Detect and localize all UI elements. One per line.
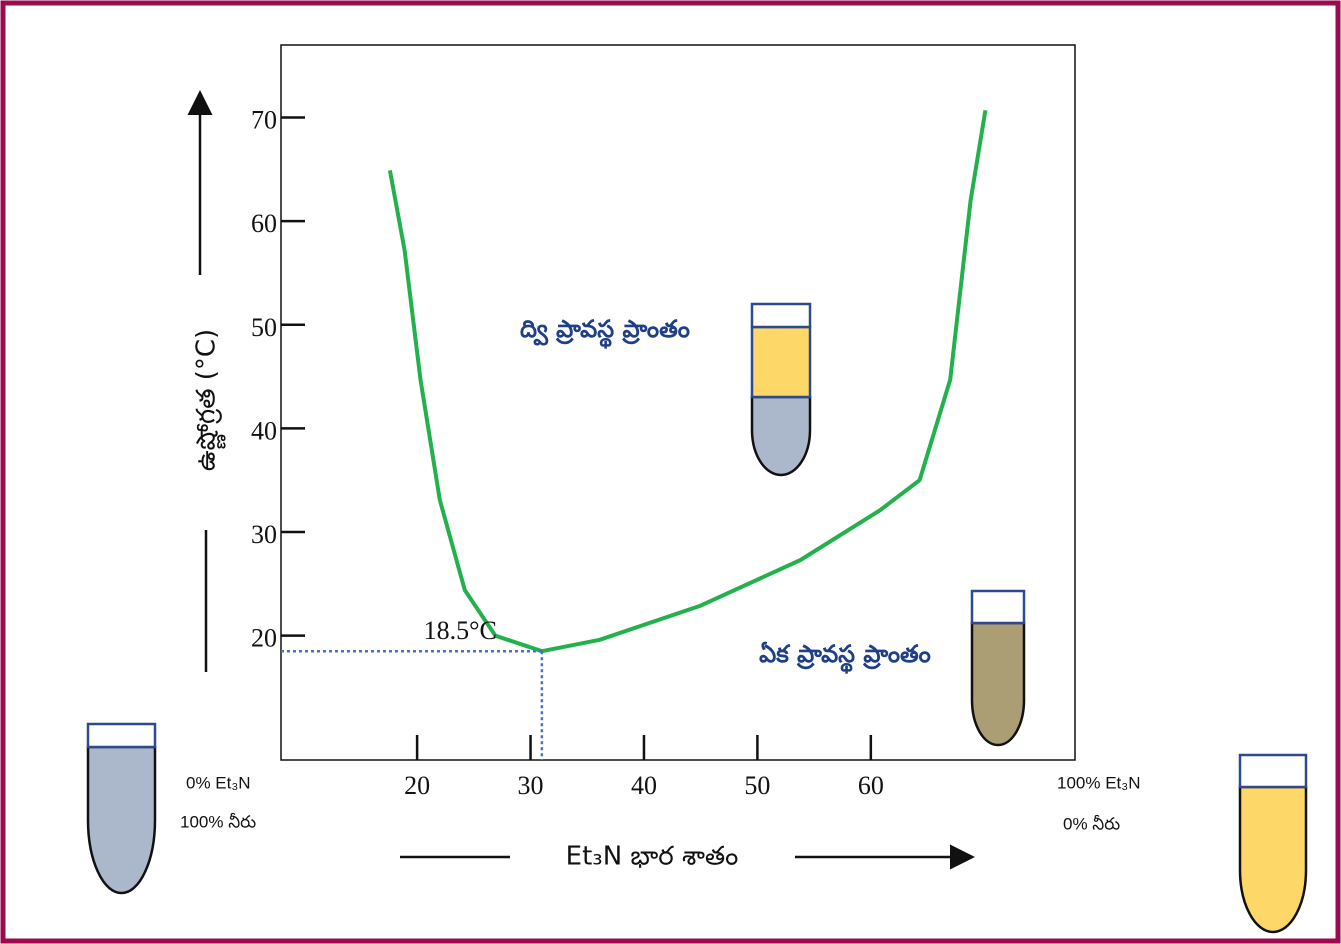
y-tick-label: 30 xyxy=(251,520,277,549)
y-tick-label: 50 xyxy=(251,313,277,342)
x-tick-label: 60 xyxy=(858,771,884,800)
composition-label: 0% నీరు xyxy=(1063,814,1120,833)
tube-water xyxy=(86,722,157,895)
two-phase-label: ద్వి ప్రావస్థ ప్రాంతం xyxy=(520,315,690,349)
tube-et3n xyxy=(1238,753,1308,934)
x-tick-label: 40 xyxy=(631,771,657,800)
one-phase-label: ఏక ప్రావస్థ ప్రాంతం xyxy=(759,640,931,674)
y-tick-label: 20 xyxy=(251,624,277,653)
y-tick-label: 60 xyxy=(251,209,277,238)
annotation: 18.5°C xyxy=(424,616,497,645)
x-tick-label: 50 xyxy=(744,771,770,800)
line-series xyxy=(387,109,988,654)
x-axis-label: Et₃N భార శాతం xyxy=(566,842,739,872)
composition-label: 100% నీరు xyxy=(180,812,256,831)
y-tick-label: 40 xyxy=(251,416,277,445)
y-tick-label: 70 xyxy=(251,106,277,135)
x-tick-label: 20 xyxy=(404,771,430,800)
composition-label: 0% Et₃N xyxy=(186,773,251,792)
plot-area xyxy=(280,44,1076,761)
tube-one-phase xyxy=(970,589,1026,747)
y-axis-label: ఉష్ణోగ్రత (°C) xyxy=(192,329,227,471)
composition-label: 100% Et₃N xyxy=(1057,773,1140,792)
tube-two-phase xyxy=(750,302,812,477)
x-tick-label: 30 xyxy=(518,771,544,800)
